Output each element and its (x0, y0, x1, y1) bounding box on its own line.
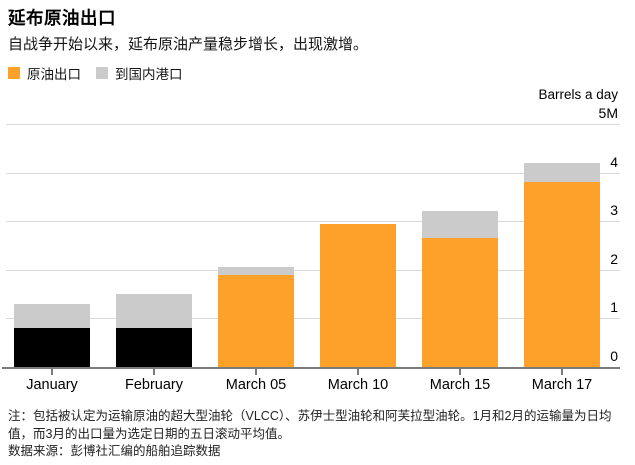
page-title: 延布原油出口 (8, 8, 116, 28)
chart-footer: 注：包括被认定为运输原油的超大型油轮（VLCC）、苏伊士型油轮和阿芙拉型油轮。1… (8, 408, 630, 461)
gridline (6, 173, 620, 174)
gridline (6, 318, 620, 319)
bar-segment-crude-exports (320, 223, 396, 367)
y-axis-unit-label: Barrels a day (538, 87, 618, 102)
y-axis-label: 0 (610, 348, 618, 364)
source-line: 数据来源：彭博社汇编的船舶追踪数据 (8, 444, 221, 458)
x-axis-baseline (2, 367, 620, 369)
x-axis-tick (51, 369, 53, 375)
y-axis-label: 5M (598, 105, 618, 121)
bar-segment-crude-exports (116, 328, 192, 367)
x-axis-label: January (26, 377, 78, 393)
x-axis-label: February (124, 377, 184, 393)
bar-segment-domestic-ports (116, 294, 192, 329)
bar-segment-domestic-ports (14, 303, 90, 329)
x-axis-label: March 15 (429, 377, 491, 393)
bar-segment-domestic-ports (524, 162, 600, 183)
gridline (6, 124, 620, 125)
gridline (6, 270, 620, 271)
x-axis-tick (255, 369, 257, 375)
legend-swatch-domestic-ports-icon (96, 67, 108, 79)
legend-item-domestic-ports: 到国内港口 (96, 63, 183, 83)
y-axis-label: 3 (610, 202, 618, 218)
bar-segment-crude-exports (218, 274, 294, 367)
x-axis-label: March 10 (327, 377, 389, 393)
x-axis-label: March 17 (531, 377, 593, 393)
bar-segment-crude-exports (524, 182, 600, 367)
chart-legend: 原油出口 到国内港口 (8, 63, 183, 83)
x-axis-label: March 05 (225, 377, 287, 393)
x-axis-tick (561, 369, 563, 375)
footnote: 注：包括被认定为运输原油的超大型油轮（VLCC）、苏伊士型油轮和阿芙拉型油轮。1… (8, 409, 612, 441)
x-axis-tick (153, 369, 155, 375)
legend-label-domestic-ports: 到国内港口 (115, 67, 183, 82)
bar-segment-domestic-ports (218, 267, 294, 275)
legend-swatch-crude-exports-icon (8, 67, 20, 79)
bar-segment-domestic-ports (422, 211, 498, 239)
y-axis-label: 2 (610, 251, 618, 267)
x-axis-tick (459, 369, 461, 375)
gridline (6, 221, 620, 222)
y-axis-label: 1 (610, 299, 618, 315)
legend-item-crude-exports: 原油出口 (8, 63, 81, 83)
x-axis-tick (357, 369, 359, 375)
chart-subtitle: 自战争开始以来，延布原油产量稳步增长，出现激增。 (8, 36, 369, 53)
legend-label-crude-exports: 原油出口 (27, 67, 81, 82)
y-axis-label: 4 (610, 154, 618, 170)
bar-segment-crude-exports (14, 328, 90, 367)
bar-segment-crude-exports (422, 238, 498, 367)
